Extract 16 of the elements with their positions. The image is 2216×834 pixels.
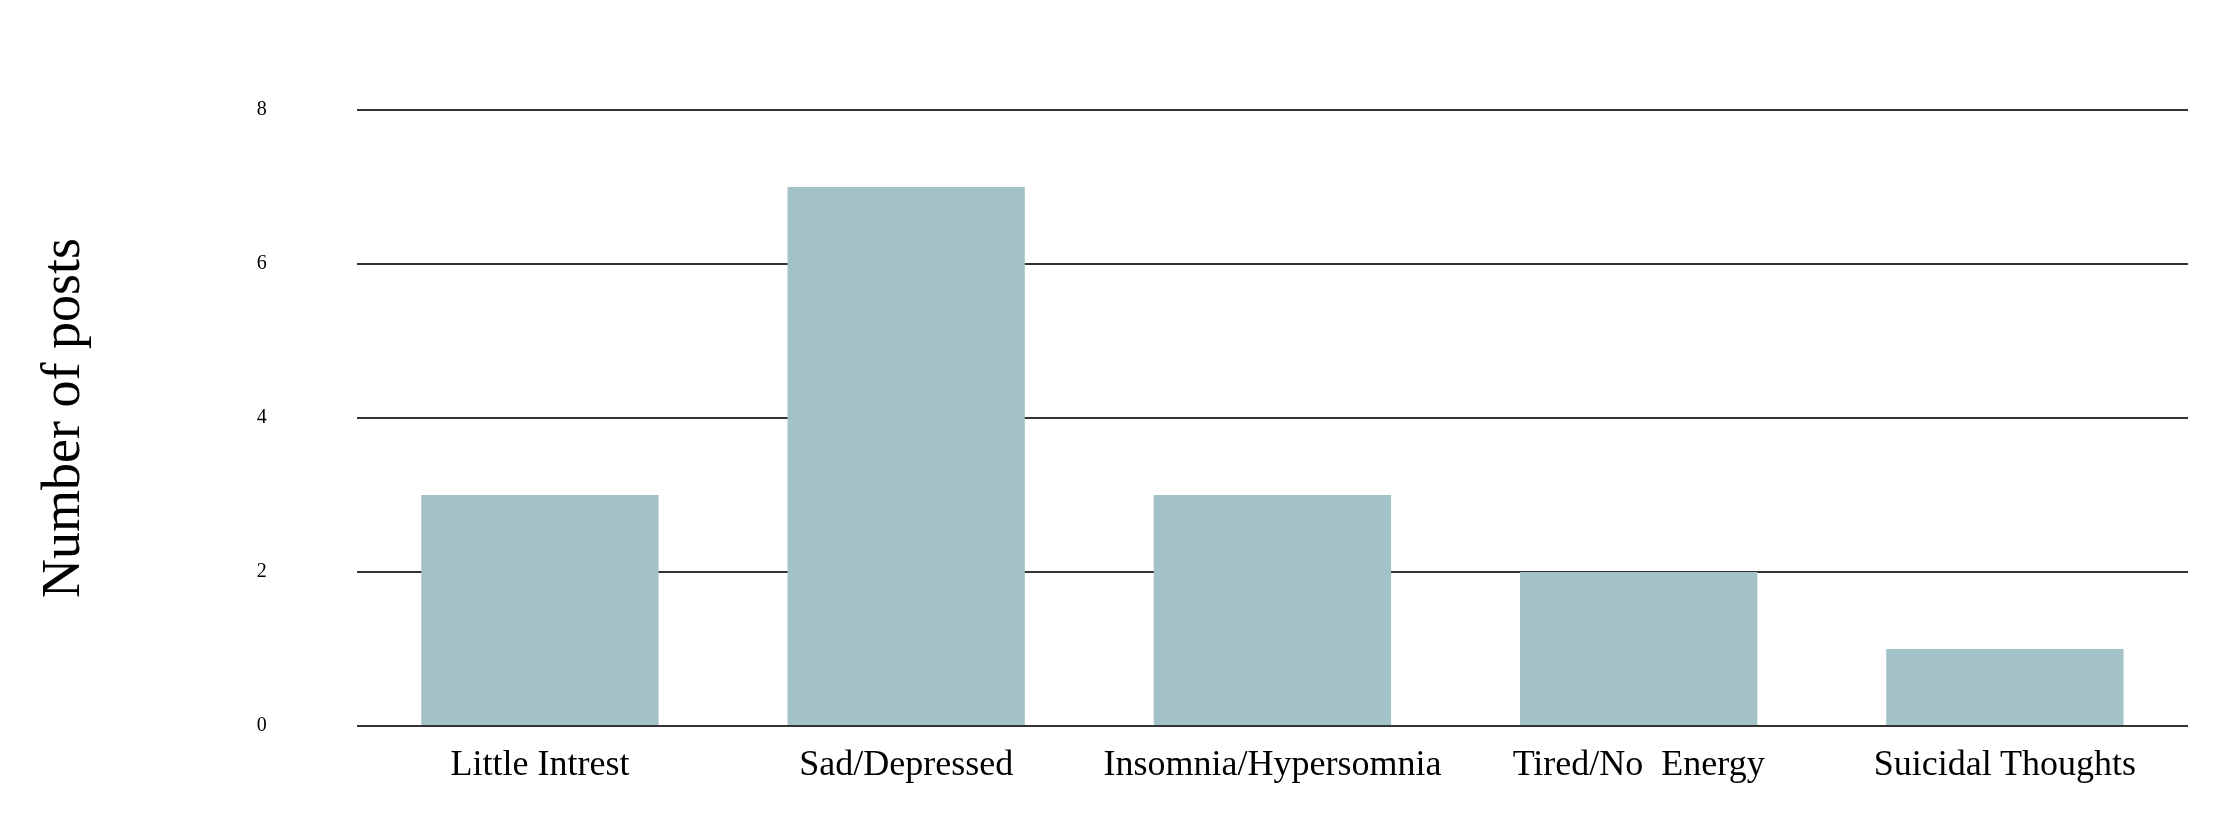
y-tick-label: 2 [256,559,267,582]
y-tick-label: 6 [256,251,267,274]
y-axis-title: Number of posts [30,238,91,598]
bar [1519,572,1758,725]
bar [787,187,1025,725]
x-tick-label: Suicidal Thoughts [1873,743,2137,784]
y-tick-label: 8 [256,97,267,120]
bar [1886,649,2124,725]
x-tick-label: Sad/Depressed [799,743,1014,784]
bar [421,495,659,725]
bar [1153,495,1392,725]
y-tick-label: 0 [256,713,267,736]
x-tick-label: Insomnia/Hypersomnia [1103,743,1442,784]
x-tick-label: Tired/No Energy [1512,743,1765,784]
x-tick-label: Little Intrest [450,743,630,784]
y-tick-label: 4 [256,405,267,428]
